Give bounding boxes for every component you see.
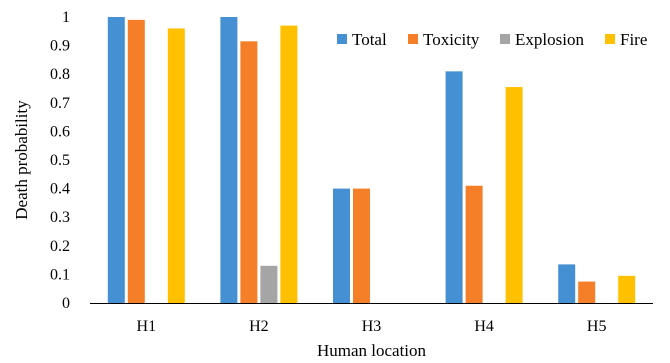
bar-toxicity-h1 [127, 19, 145, 304]
bar-total-h2 [220, 17, 238, 303]
y-tick-label: 1 [62, 9, 70, 26]
y-tick-label: 0.4 [50, 181, 70, 198]
x-tick-label: H4 [474, 318, 494, 335]
bar-total-h1 [107, 17, 125, 303]
y-tick-label: 0.3 [50, 209, 70, 226]
x-tick-label: H2 [249, 318, 269, 335]
bar-total-h4 [445, 71, 463, 303]
y-tick-label: 0.9 [50, 38, 70, 55]
y-axis-ticks: 0 0.1 0.2 0.3 0.4 0.5 0.6 0.7 0.8 0.9 1 [50, 9, 70, 312]
bar-fire-h1 [167, 28, 185, 303]
x-axis-title: Human location [317, 341, 427, 360]
x-axis-ticks: H1 H2 H3 H4 H5 [137, 318, 607, 335]
x-tick-label: H3 [362, 318, 382, 335]
y-tick-label: 0.1 [50, 266, 70, 283]
bar-toxicity-h3 [353, 188, 370, 303]
legend-label-total: Total [352, 30, 387, 49]
bar-fire-h2 [280, 25, 298, 304]
legend-label-toxicity: Toxicity [423, 30, 480, 49]
bar-toxicity-h4 [465, 185, 483, 303]
bar-toxicity-h5 [578, 281, 596, 303]
bar-total-h5 [558, 264, 576, 303]
bar-fire-h4 [505, 87, 523, 303]
bar-explosion-h2 [260, 265, 278, 303]
y-tick-label: 0.8 [50, 66, 70, 83]
bar-toxicity-h2 [240, 41, 258, 304]
y-tick-label: 0 [62, 295, 70, 312]
y-tick-label: 0.2 [50, 238, 70, 255]
x-tick-label: H5 [587, 318, 607, 335]
y-tick-label: 0.6 [50, 123, 70, 140]
legend-swatch-total [337, 34, 347, 44]
x-tick-label: H1 [137, 318, 157, 335]
bar-fire-h5 [618, 275, 636, 303]
legend-swatch-explosion [500, 34, 510, 44]
bar-total-h3 [333, 188, 350, 303]
y-tick-label: 0.5 [50, 152, 70, 169]
legend-label-explosion: Explosion [515, 30, 584, 49]
legend-label-fire: Fire [620, 30, 647, 49]
y-tick-label: 0.7 [50, 95, 70, 112]
legend-swatch-toxicity [408, 34, 418, 44]
bars-group [107, 17, 636, 304]
y-axis-title: Death probability [12, 100, 31, 220]
legend-swatch-fire [605, 34, 615, 44]
legend: Total Toxicity Explosion Fire [337, 30, 647, 49]
